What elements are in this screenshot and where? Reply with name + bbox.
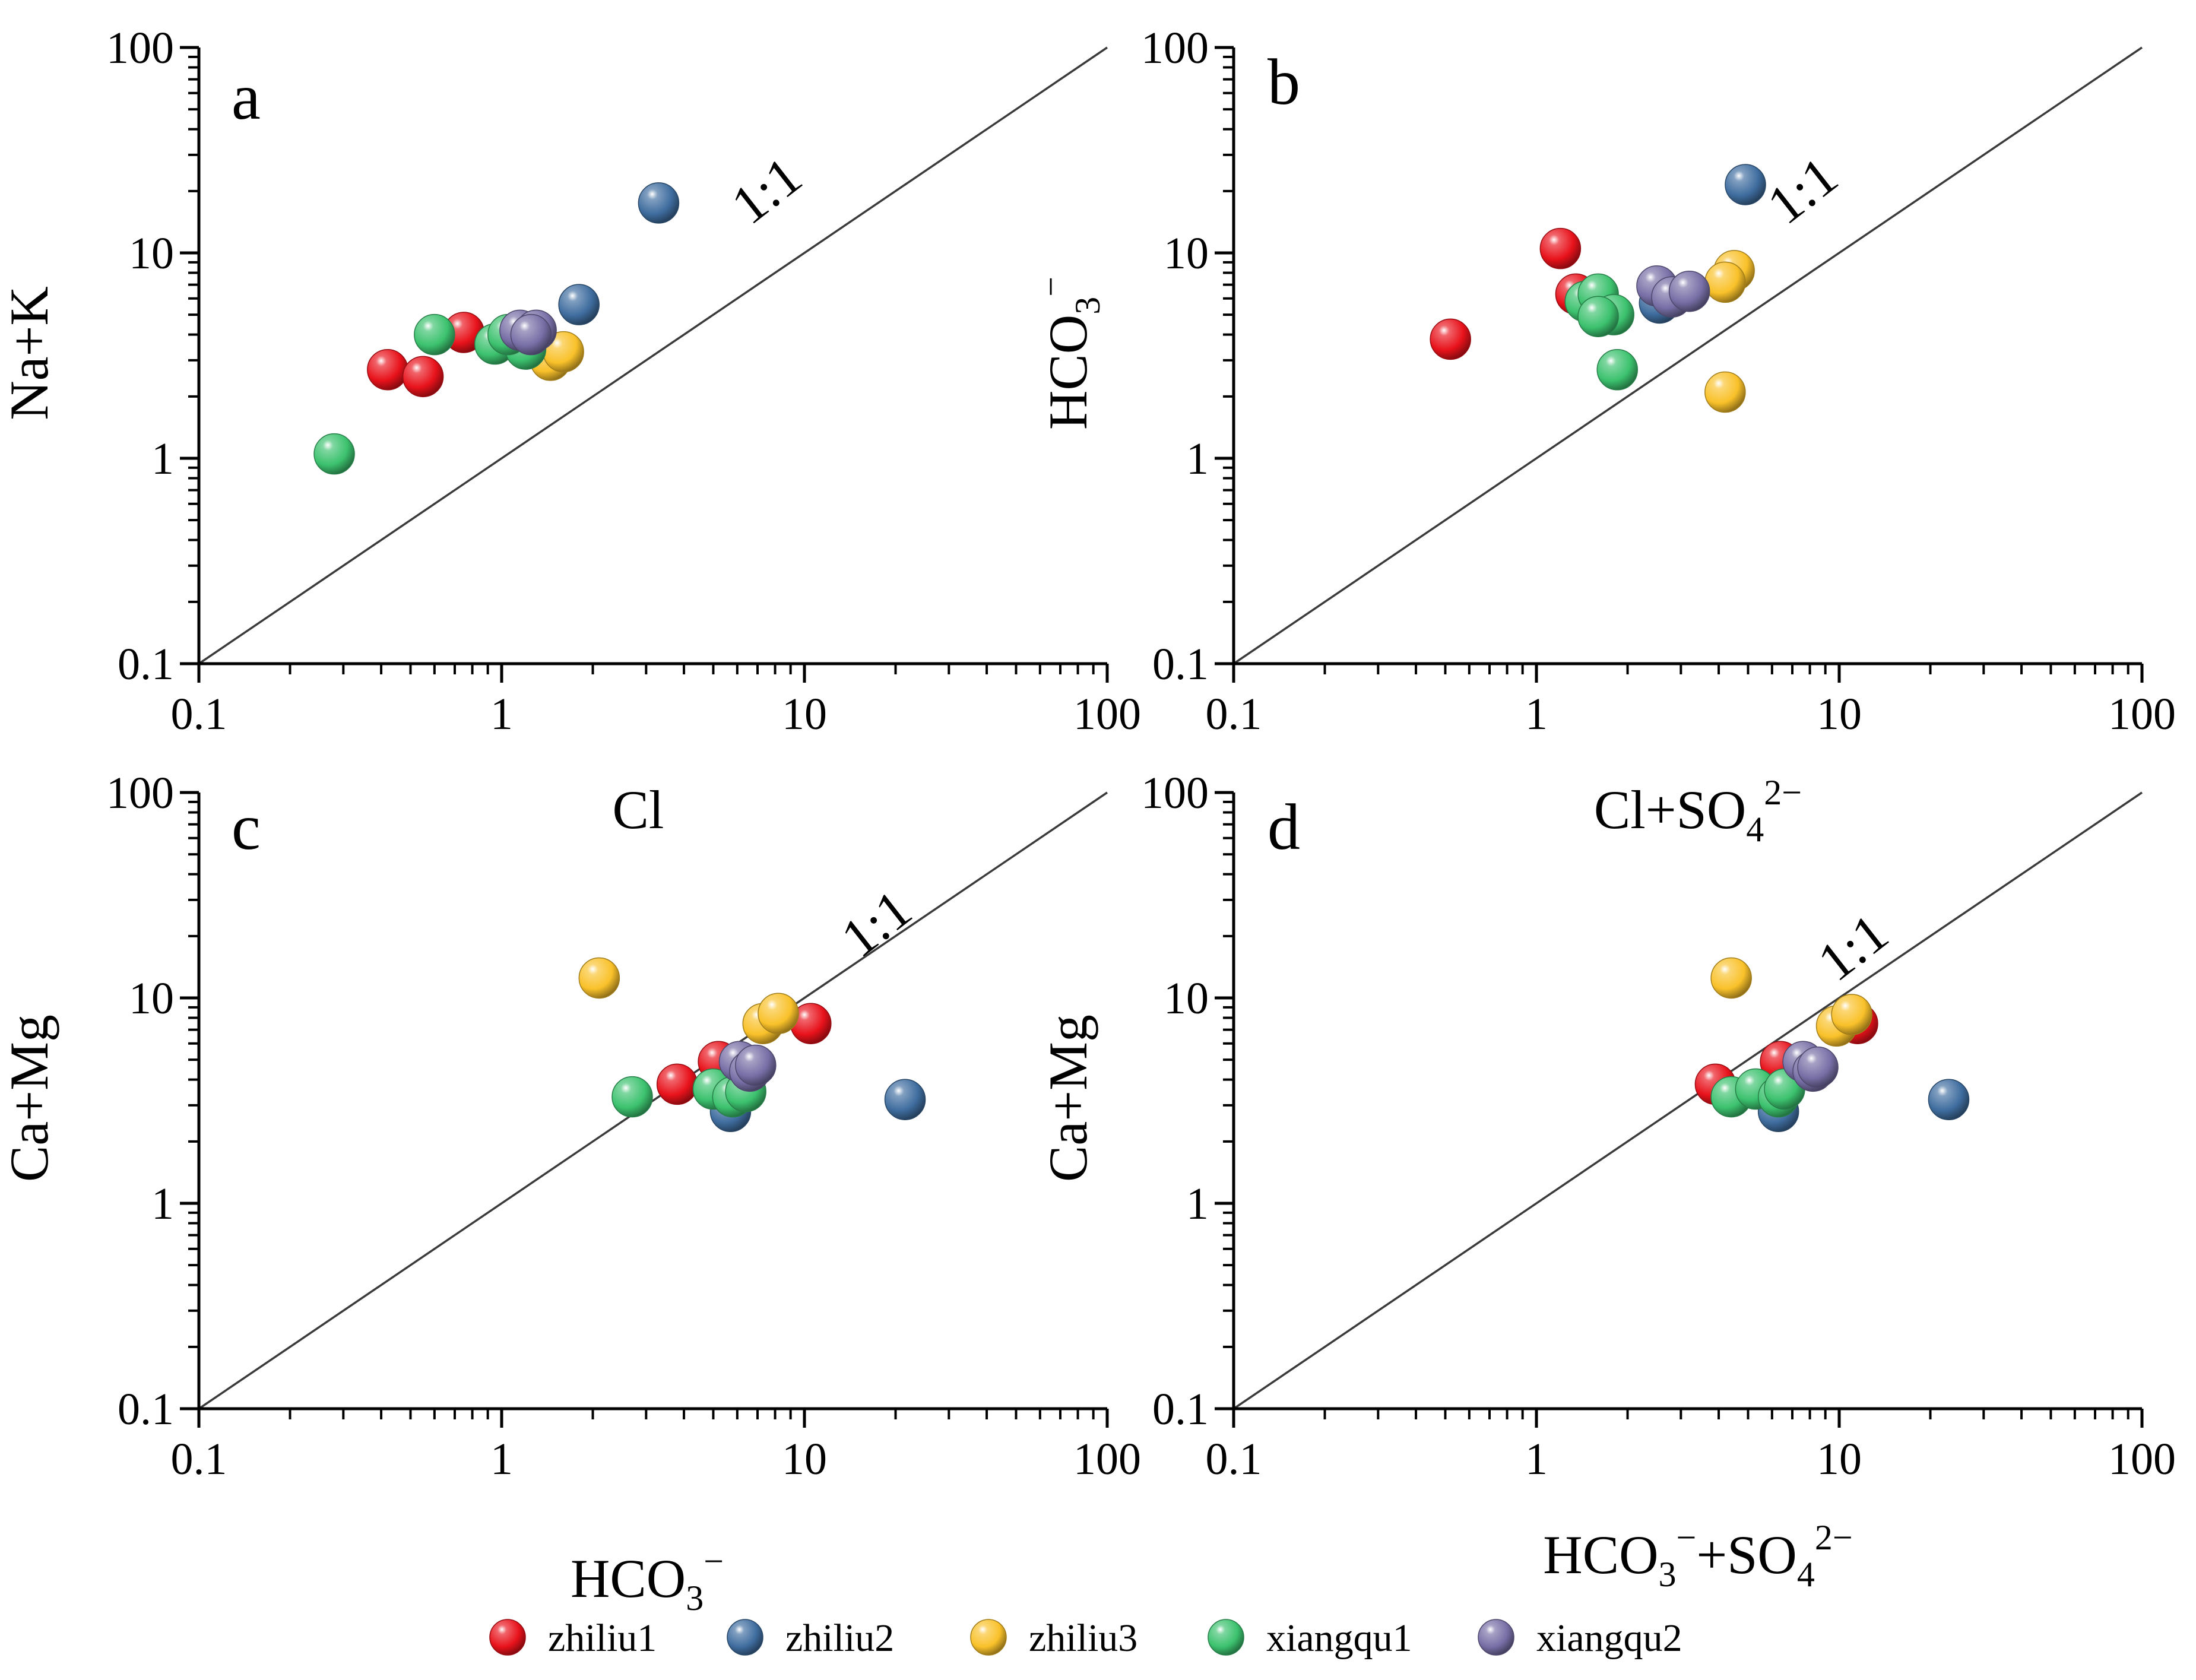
point-zhiliu3: [1704, 371, 1746, 413]
legend-label-xiangqu2: xiangqu2: [1536, 1616, 1682, 1660]
panel-c: c 0.1 1 10 100 0.1 1 10 100 HCO3− Ca+Mg 1:1: [0, 768, 1141, 1618]
x-tick-label: 1: [1525, 1434, 1548, 1484]
y-tick-label: 1: [151, 434, 174, 484]
panel-letter-d: d: [1267, 791, 1300, 863]
x-tick-label: 100: [2108, 689, 2176, 739]
point-xiangqu1: [414, 313, 455, 356]
one-to-one-line: [1233, 46, 2143, 665]
point-xiangqu1: [313, 433, 355, 475]
y-axis-label: Na+K: [0, 286, 59, 420]
x-tick-label: 100: [2108, 1434, 2176, 1484]
x-axis-label: Cl: [613, 779, 664, 840]
x-tick-label: 10: [782, 1434, 827, 1484]
x-axis-label: HCO3−: [571, 1542, 724, 1618]
point-zhiliu1: [1539, 227, 1582, 270]
legend-label-xiangqu1: xiangqu1: [1266, 1616, 1412, 1660]
point-xiangqu1: [1577, 296, 1619, 337]
y-axis-label: Ca+Mg: [0, 1015, 59, 1182]
x-tick-label: 10: [1817, 1434, 1862, 1484]
legend-label-zhiliu3: zhiliu3: [1029, 1616, 1137, 1660]
one-to-one-line: [198, 46, 1108, 665]
point-xiangqu2: [510, 313, 552, 356]
point-zhiliu1: [367, 348, 408, 391]
x-tick-label: 0.1: [1206, 1434, 1262, 1484]
x-axis-label: HCO3−+SO42−: [1543, 1518, 1852, 1594]
y-tick-label: 100: [1141, 23, 1209, 73]
x-tick-label: 0.1: [171, 1434, 227, 1484]
point-xiangqu2: [1668, 270, 1710, 312]
x-axis-label: Cl+SO42−: [1594, 773, 1802, 849]
y-tick-label: 0.1: [118, 1384, 174, 1434]
point-xiangqu2: [1797, 1046, 1839, 1088]
point-zhiliu3: [1831, 994, 1872, 1035]
legend-label-zhiliu2: zhiliu2: [785, 1616, 894, 1660]
x-tick-label: 10: [1817, 689, 1862, 739]
one-to-one-line: [198, 791, 1108, 1410]
point-zhiliu3: [578, 957, 620, 999]
y-tick-label: 1: [1186, 1179, 1209, 1229]
panel-letter-a: a: [232, 61, 261, 133]
legend: zhiliu1 zhiliu2 zhiliu3 xiangqu1 xiangqu2: [489, 1616, 1682, 1660]
point-zhiliu2: [1725, 164, 1766, 205]
x-tick-label: 1: [490, 1434, 513, 1484]
y-tick-label: 0.1: [118, 639, 174, 689]
point-xiangqu1: [611, 1076, 653, 1118]
y-tick-label: 1: [1186, 434, 1209, 484]
point-zhiliu1: [1430, 318, 1471, 360]
x-tick-label: 1: [490, 689, 513, 739]
point-zhiliu1: [402, 356, 444, 398]
y-tick-label: 10: [1164, 229, 1209, 278]
x-tick-label: 10: [782, 689, 827, 739]
y-tick-label: 10: [1164, 974, 1209, 1023]
legend-label-zhiliu1: zhiliu1: [548, 1616, 657, 1660]
y-axis-label: HCO3−: [1031, 277, 1107, 430]
panel-letter-c: c: [232, 791, 261, 863]
point-zhiliu3: [1704, 261, 1746, 303]
ratio-label: 1:1: [1756, 145, 1848, 236]
y-tick-label: 0.1: [1152, 639, 1209, 689]
x-tick-label: 1: [1525, 689, 1548, 739]
x-tick-label: 100: [1073, 1434, 1141, 1484]
y-tick-label: 10: [129, 229, 174, 278]
y-tick-label: 100: [106, 768, 174, 818]
ratio-label: 1:1: [830, 878, 922, 969]
legend-marker-zhiliu2: [727, 1619, 763, 1656]
legend-marker-zhiliu3: [970, 1619, 1007, 1656]
legend-marker-zhiliu1: [489, 1619, 526, 1656]
panel-letter-b: b: [1267, 46, 1300, 118]
y-tick-label: 100: [106, 23, 174, 73]
y-tick-label: 100: [1141, 768, 1209, 818]
point-zhiliu3: [1710, 957, 1752, 999]
point-xiangqu2: [735, 1044, 777, 1086]
y-tick-label: 0.1: [1152, 1384, 1209, 1434]
x-tick-label: 0.1: [171, 689, 227, 739]
point-xiangqu1: [1596, 348, 1639, 391]
point-zhiliu3: [758, 993, 799, 1034]
point-zhiliu2: [884, 1079, 926, 1120]
y-axis-label: Ca+Mg: [1038, 1015, 1098, 1182]
y-tick-label: 1: [151, 1179, 174, 1229]
point-zhiliu2: [558, 284, 600, 325]
one-to-one-line: [1233, 791, 2143, 1410]
y-tick-label: 10: [129, 974, 174, 1023]
legend-marker-xiangqu2: [1478, 1619, 1514, 1656]
x-tick-label: 0.1: [1206, 689, 1262, 739]
legend-marker-xiangqu1: [1208, 1619, 1244, 1656]
panel-a: a 0.1 1 10 100 0.1 1 10 100 Cl Na+K 1:1: [0, 23, 1141, 840]
point-zhiliu2: [1928, 1079, 1970, 1120]
point-zhiliu1: [656, 1063, 698, 1105]
ratio-label: 1:1: [1807, 902, 1899, 993]
point-zhiliu2: [638, 182, 680, 224]
ratio-label: 1:1: [720, 145, 812, 236]
x-tick-label: 100: [1073, 689, 1141, 739]
